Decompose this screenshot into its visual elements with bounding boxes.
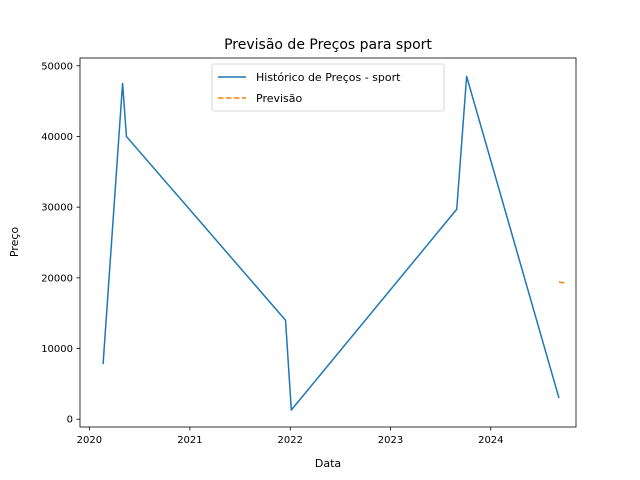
y-tick-label: 20000: [41, 273, 73, 284]
x-tick-label: 2024: [478, 435, 503, 446]
plot-frame: [79, 57, 577, 428]
legend-label-historico: Histórico de Preços - sport: [256, 71, 401, 84]
chart-title: Previsão de Preços para sport: [224, 37, 432, 53]
x-axis-label: Data: [315, 457, 341, 470]
y-tick-label: 0: [67, 415, 73, 426]
y-axis-label: Preço: [8, 227, 21, 258]
series-line-1: [558, 281, 566, 284]
legend-box: [211, 63, 445, 112]
x-tick-label: 2020: [77, 435, 102, 446]
x-tick-label: 2022: [277, 435, 302, 446]
legend: Histórico de Preços - sport Previsão: [211, 63, 445, 112]
x-axis-ticks: 2020 2021 2022 2023 2024: [77, 427, 504, 446]
y-tick-label: 40000: [41, 132, 73, 143]
legend-label-previsao: Previsão: [256, 92, 303, 105]
y-tick-label: 30000: [41, 203, 73, 214]
y-tick-label: 10000: [41, 344, 73, 355]
y-axis-ticks: 0 10000 20000 30000 40000 50000: [41, 61, 80, 426]
y-tick-label: 50000: [41, 61, 73, 72]
plot-lines: [102, 75, 566, 411]
series-line-0: [102, 75, 560, 411]
x-tick-label: 2023: [378, 435, 403, 446]
x-tick-label: 2021: [177, 435, 202, 446]
